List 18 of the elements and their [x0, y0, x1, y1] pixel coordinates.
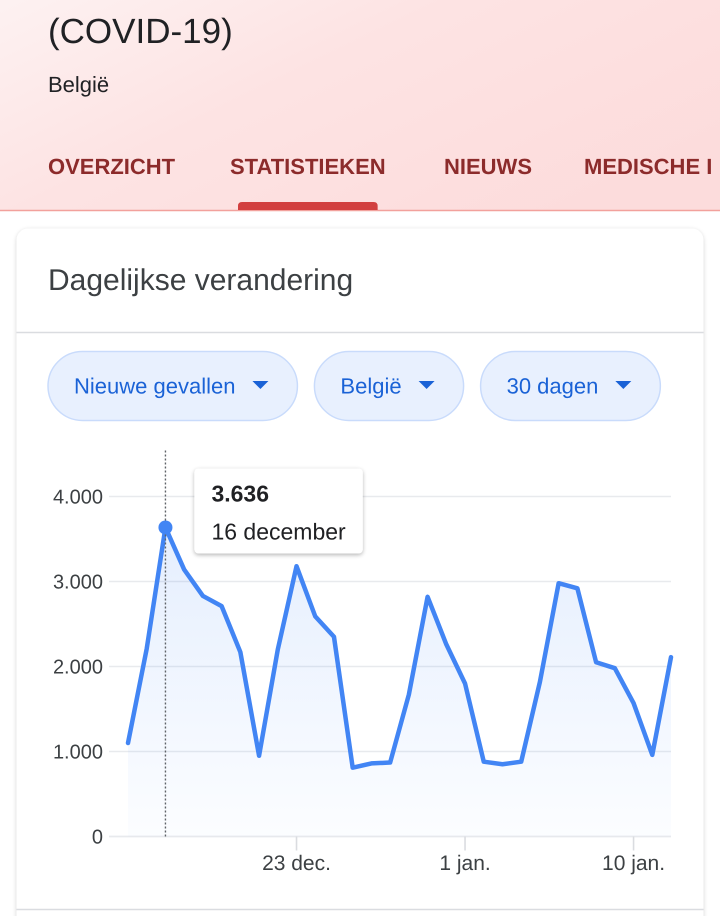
- text: (COVID-19): [48, 12, 233, 51]
- text: MEDISCHE I: [584, 154, 712, 179]
- y-tick-label: 2.000: [52, 656, 103, 678]
- chart-title: Dagelijkse verandering: [48, 264, 354, 297]
- x-tick-label: 23 dec.: [262, 852, 331, 875]
- x-tick-label: 10 jan.: [602, 852, 666, 875]
- y-tick-label: 0: [92, 826, 103, 848]
- y-tick-label: 1.000: [52, 742, 103, 764]
- text: NIEUWS: [444, 154, 532, 179]
- text: Nieuwe gevallen: [74, 374, 236, 398]
- text: 30 dagen: [506, 374, 598, 398]
- text: België: [48, 72, 110, 97]
- y-tick-label: 4.000: [52, 486, 103, 508]
- text: België: [340, 374, 402, 398]
- text: OVERZICHT: [48, 154, 176, 179]
- text: STATISTIEKEN: [230, 154, 386, 179]
- x-tick-label: 1 jan.: [439, 852, 491, 875]
- y-tick-label: 3.000: [52, 572, 103, 594]
